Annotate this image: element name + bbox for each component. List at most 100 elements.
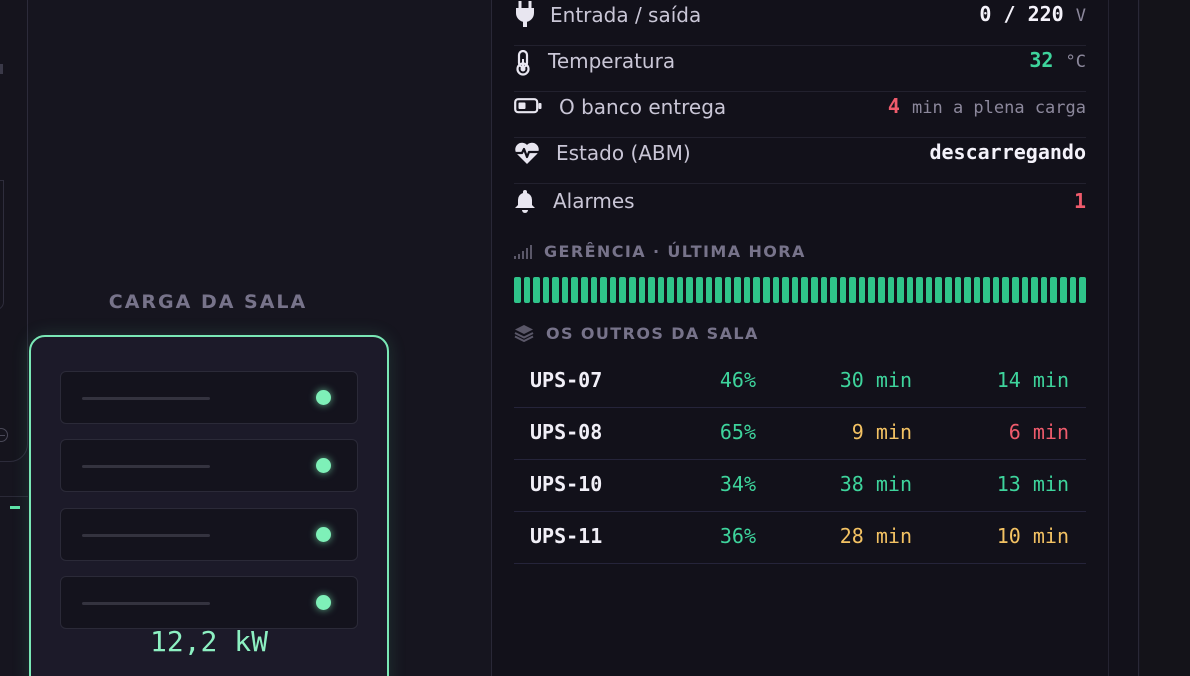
history-bar — [638, 277, 646, 303]
row-label: O banco entrega — [559, 95, 727, 119]
history-bar — [753, 277, 761, 303]
history-bar — [897, 277, 904, 303]
table-row[interactable]: UPS-10 34% 38 min 13 min — [514, 460, 1086, 512]
bell-icon — [514, 189, 542, 217]
status-led-icon — [316, 390, 331, 405]
history-bar — [964, 277, 971, 303]
panel-inner-edge — [1108, 0, 1109, 676]
history-bar — [954, 277, 962, 303]
history-bar — [1079, 277, 1086, 303]
status-led-icon — [316, 595, 331, 610]
ups-other: 13 min — [996, 472, 1069, 496]
history-bar — [916, 277, 923, 303]
history-bar — [1031, 277, 1038, 303]
rack-slot — [60, 439, 358, 492]
status-led-icon — [316, 527, 331, 542]
ups-load: 34% — [719, 472, 756, 496]
history-bar — [887, 277, 895, 303]
table-row[interactable]: UPS-11 36% 28 min 10 min — [514, 512, 1086, 564]
history-bar — [925, 277, 933, 303]
rack-slot — [60, 576, 358, 629]
runtime-value: 4 — [887, 94, 900, 118]
history-bar — [676, 277, 684, 303]
history-bar — [561, 277, 569, 303]
row-value: 1 — [1074, 189, 1086, 213]
history-bar — [763, 277, 770, 303]
plug-icon — [514, 1, 542, 29]
slot-label-bar — [82, 534, 210, 537]
history-bar — [514, 277, 521, 303]
history-bar — [1002, 277, 1010, 303]
ups-name: UPS-08 — [530, 420, 603, 444]
history-bar — [743, 277, 751, 303]
battery-icon — [514, 98, 542, 126]
row-value: 32 °C — [1029, 48, 1086, 72]
room-load-rack[interactable]: 12,2 kW — [29, 335, 389, 676]
unit: V — [1075, 6, 1086, 26]
row-label: Entrada / saída — [550, 3, 702, 27]
table-row[interactable]: UPS-08 65% 9 min 6 min — [514, 408, 1086, 460]
row-label: Estado (ABM) — [556, 141, 691, 165]
history-bar — [533, 277, 540, 303]
history-bar — [705, 277, 713, 303]
history-bar — [983, 277, 990, 303]
ups-load: 65% — [719, 420, 756, 444]
ups-runtime: 9 min — [851, 420, 912, 444]
adjacent-panel-edge — [0, 0, 28, 462]
history-bar — [648, 277, 655, 303]
divider — [0, 496, 28, 497]
unit: min a plena carga — [912, 98, 1086, 118]
ups-name: UPS-07 — [530, 368, 603, 392]
row-value: descarregando — [929, 140, 1086, 164]
alarms-count: 1 — [1073, 189, 1086, 213]
outer-margin — [1140, 0, 1190, 676]
history-bar — [715, 277, 722, 303]
history-bar — [849, 277, 856, 303]
detail-row-battery-runtime: O banco entrega 4 min a plena carga — [514, 92, 1086, 138]
history-bar — [973, 277, 981, 303]
history-bar — [552, 277, 559, 303]
history-bar — [590, 277, 598, 303]
ups-name: UPS-11 — [530, 524, 603, 548]
history-bar — [868, 277, 875, 303]
ups-load: 36% — [719, 524, 756, 548]
history-bar — [877, 277, 885, 303]
adjacent-panel-tick — [0, 64, 3, 74]
history-bar — [992, 277, 1000, 303]
adjacent-panel-inner-edge — [0, 180, 4, 310]
history-bar — [724, 277, 732, 303]
row-label: Alarmes — [553, 189, 635, 213]
table-row[interactable]: UPS-07 46% 30 min 14 min — [514, 356, 1086, 408]
history-bar — [686, 277, 693, 303]
room-load-title: CARGA DA SALA — [108, 291, 308, 313]
history-bar — [945, 277, 952, 303]
history-bar — [628, 277, 636, 303]
ups-runtime: 28 min — [839, 524, 912, 548]
slot-label-bar — [82, 465, 210, 468]
history-bar — [695, 277, 703, 303]
input-output-value: 0 / 220 — [979, 2, 1064, 26]
history-header: GERÊNCIA · ÚLTIMA HORA — [514, 242, 806, 263]
thermometer-icon — [515, 50, 543, 78]
detail-row-alarms[interactable]: Alarmes 1 — [514, 184, 1086, 230]
room-power-value: 12,2 kW — [149, 625, 268, 658]
slot-label-bar — [82, 602, 210, 605]
history-bar — [657, 277, 665, 303]
detail-row-input-output: Entrada / saída 0 / 220 V — [514, 0, 1086, 46]
history-bar — [581, 277, 588, 303]
history-bar — [1021, 277, 1029, 303]
history-bar — [1050, 277, 1057, 303]
temperature-value: 32 — [1029, 48, 1054, 72]
others-title: OS OUTROS DA SALA — [546, 324, 759, 343]
history-bar — [667, 277, 674, 303]
history-bar — [820, 277, 828, 303]
rack-slot — [60, 371, 358, 424]
history-bar — [772, 277, 780, 303]
unit: °C — [1065, 52, 1086, 72]
history-bar — [1069, 277, 1077, 303]
history-bar — [906, 277, 914, 303]
status-led-icon — [316, 458, 331, 473]
history-bar — [619, 277, 626, 303]
history-bar — [734, 277, 741, 303]
ups-other: 10 min — [996, 524, 1069, 548]
